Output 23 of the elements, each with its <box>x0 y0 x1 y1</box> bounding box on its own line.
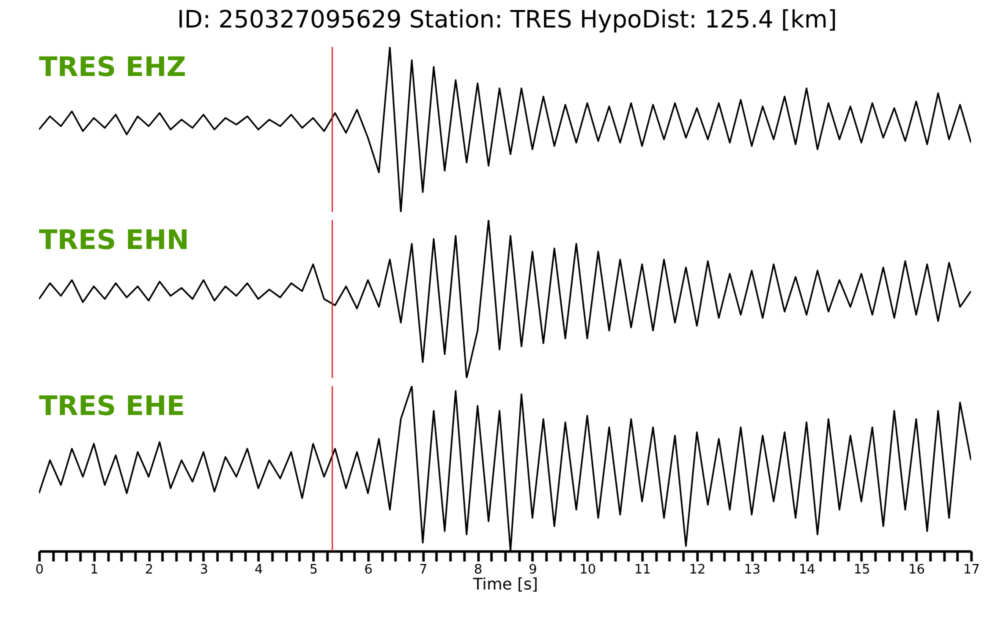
x-tick-label: 14 <box>798 562 816 578</box>
x-tick-label: 11 <box>634 562 651 578</box>
x-axis-title: Time [s] <box>472 574 538 594</box>
x-tick-label: 5 <box>309 562 318 578</box>
series-label: TRES EHE <box>39 391 185 422</box>
chart-title: ID: 250327095629 Station: TRES HypoDist: 125.4 [km] <box>177 5 837 34</box>
x-tick-label: 13 <box>744 562 760 578</box>
x-tick-label: 8 <box>474 562 482 578</box>
x-tick-label: 0 <box>35 562 44 578</box>
x-tick-label: 7 <box>419 562 428 578</box>
x-tick-label: 10 <box>579 562 596 578</box>
x-tick-label: 6 <box>364 562 373 578</box>
series-label: TRES EHN <box>39 225 190 256</box>
x-tick-label: 2 <box>145 562 154 578</box>
x-tick-label: 1 <box>90 562 98 578</box>
x-tick-label: 4 <box>254 562 263 578</box>
series-label: TRES EHZ <box>39 52 186 83</box>
x-tick-label: 17 <box>963 562 980 578</box>
x-tick-label: 16 <box>908 562 925 578</box>
x-tick-label: 12 <box>689 562 706 578</box>
x-tick-label: 9 <box>528 562 538 578</box>
x-tick-label: 3 <box>200 562 208 578</box>
x-tick-label: 15 <box>854 562 870 578</box>
